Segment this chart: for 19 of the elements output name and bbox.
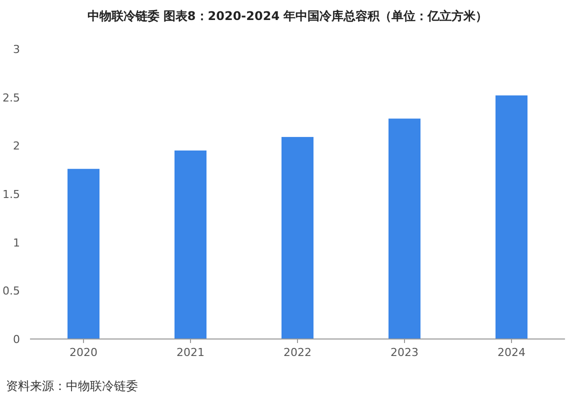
bar [282,136,314,339]
y-tick-label: 0.5 [2,284,20,298]
y-tick-label: 2 [13,140,20,153]
x-tick-label: 2020 [70,346,98,359]
y-tick-label: 0 [13,333,20,346]
chart-title: 中物联冷链委 图表8：2020-2024 年中国冷库总容积（单位：亿立方米） [87,9,488,23]
y-tick-label: 1.5 [2,188,20,201]
x-tick-label: 2024 [498,346,526,359]
bar [174,150,206,339]
bar [388,118,420,339]
y-tick-label: 3 [13,43,20,56]
x-tick-label: 2022 [284,346,312,359]
y-tick-label: 1 [13,236,20,250]
y-tick-label: 2.5 [2,91,20,104]
bar [68,168,100,339]
bar [496,95,528,339]
text: 资料来源：中物联冷链委 [6,379,138,393]
x-tick-label: 2021 [176,346,204,359]
x-tick-label: 2023 [390,346,418,359]
